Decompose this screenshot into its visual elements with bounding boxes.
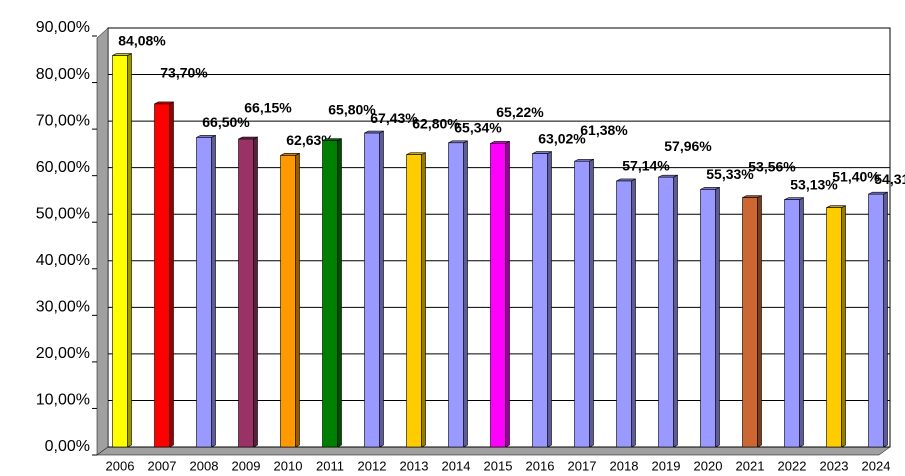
bar [280, 155, 296, 448]
bar [658, 176, 674, 448]
bar-side [757, 195, 762, 448]
value-label: 65,22% [496, 104, 544, 120]
y-tick-label: 0,00% [45, 438, 90, 455]
value-label: 84,08% [118, 32, 166, 48]
x-tick-label: 2017 [568, 458, 597, 473]
bar-side [463, 140, 468, 448]
bar-side [631, 178, 636, 448]
x-tick-label: 2023 [820, 458, 849, 473]
bar-top [616, 178, 636, 182]
value-label: 53,13% [790, 176, 838, 192]
bar-side [715, 186, 720, 448]
bar [322, 140, 338, 448]
bar [196, 137, 212, 448]
bar [406, 154, 422, 448]
floor [96, 446, 891, 456]
bar-side [169, 101, 174, 448]
bar-top [238, 136, 258, 140]
x-tick-label: 2019 [652, 458, 681, 473]
x-tick-label: 2014 [442, 458, 471, 473]
x-tick-label: 2009 [232, 458, 261, 473]
bar-side [883, 191, 888, 448]
y-tick-label: 40,00% [36, 252, 90, 269]
bar-side [799, 197, 804, 448]
value-label: 54,31% [874, 171, 905, 187]
value-label: 57,14% [622, 158, 670, 174]
y-tick-label: 20,00% [36, 345, 90, 362]
y-tick-label: 50,00% [36, 205, 90, 222]
bar-side [421, 152, 426, 448]
value-label: 65,80% [328, 101, 376, 117]
value-label: 65,34% [454, 120, 502, 136]
bar [154, 103, 170, 448]
x-tick-label: 2018 [610, 458, 639, 473]
x-tick-label: 2013 [400, 458, 429, 473]
bar-side [211, 134, 216, 448]
bar-side [841, 205, 846, 448]
bar [112, 55, 128, 448]
bar [700, 189, 716, 448]
bar [784, 199, 800, 448]
value-label: 51,40% [832, 168, 880, 184]
x-tick-label: 2012 [358, 458, 387, 473]
x-tick-label: 2022 [778, 458, 807, 473]
bar [238, 138, 254, 448]
bar-side [505, 140, 510, 448]
value-label: 63,02% [538, 130, 586, 146]
x-tick-label: 2007 [148, 458, 177, 473]
value-label: 57,96% [664, 138, 712, 154]
bar-side [547, 151, 552, 448]
y-tick-label: 90,00% [36, 19, 90, 36]
bar-side [673, 174, 678, 448]
x-tick-label: 2006 [106, 458, 135, 473]
bar-top [448, 140, 468, 144]
side-wall [96, 27, 109, 456]
x-tick-label: 2021 [736, 458, 765, 473]
y-tick-label: 10,00% [36, 392, 90, 409]
value-label: 53,56% [748, 158, 796, 174]
value-label: 66,50% [202, 114, 250, 130]
value-label: 67,43% [370, 110, 418, 126]
bar [826, 207, 842, 448]
bar [868, 193, 884, 448]
y-tick-label: 60,00% [36, 159, 90, 176]
x-tick-label: 2016 [526, 458, 555, 473]
bar [616, 180, 632, 448]
y-tick-label: 70,00% [36, 112, 90, 129]
bar-side [127, 53, 132, 448]
bar-side [589, 158, 594, 448]
bar-top [280, 153, 300, 156]
value-label: 55,33% [706, 166, 754, 182]
bar-side [337, 138, 342, 448]
bar [574, 160, 590, 448]
x-tick-label: 2010 [274, 458, 303, 473]
bar-top [868, 191, 888, 195]
value-label: 66,15% [244, 100, 292, 116]
value-label: 73,70% [160, 65, 208, 81]
bar-side [253, 136, 258, 448]
x-tick-label: 2020 [694, 458, 723, 473]
value-label: 61,38% [580, 122, 628, 138]
bar [364, 132, 380, 448]
x-tick-label: 2024 [862, 458, 891, 473]
bar [490, 143, 506, 448]
x-tick-label: 2008 [190, 458, 219, 473]
x-tick-label: 2011 [316, 458, 344, 473]
y-tick-label: 80,00% [36, 66, 90, 83]
x-tick-label: 2015 [484, 458, 513, 473]
bar [448, 142, 464, 448]
y-tick-label: 30,00% [36, 299, 90, 316]
bar [742, 197, 758, 448]
bar-side [379, 130, 384, 448]
value-label: 62,80% [412, 115, 460, 131]
bar [532, 153, 548, 448]
bar-top [826, 205, 846, 209]
bar-side [295, 152, 300, 448]
